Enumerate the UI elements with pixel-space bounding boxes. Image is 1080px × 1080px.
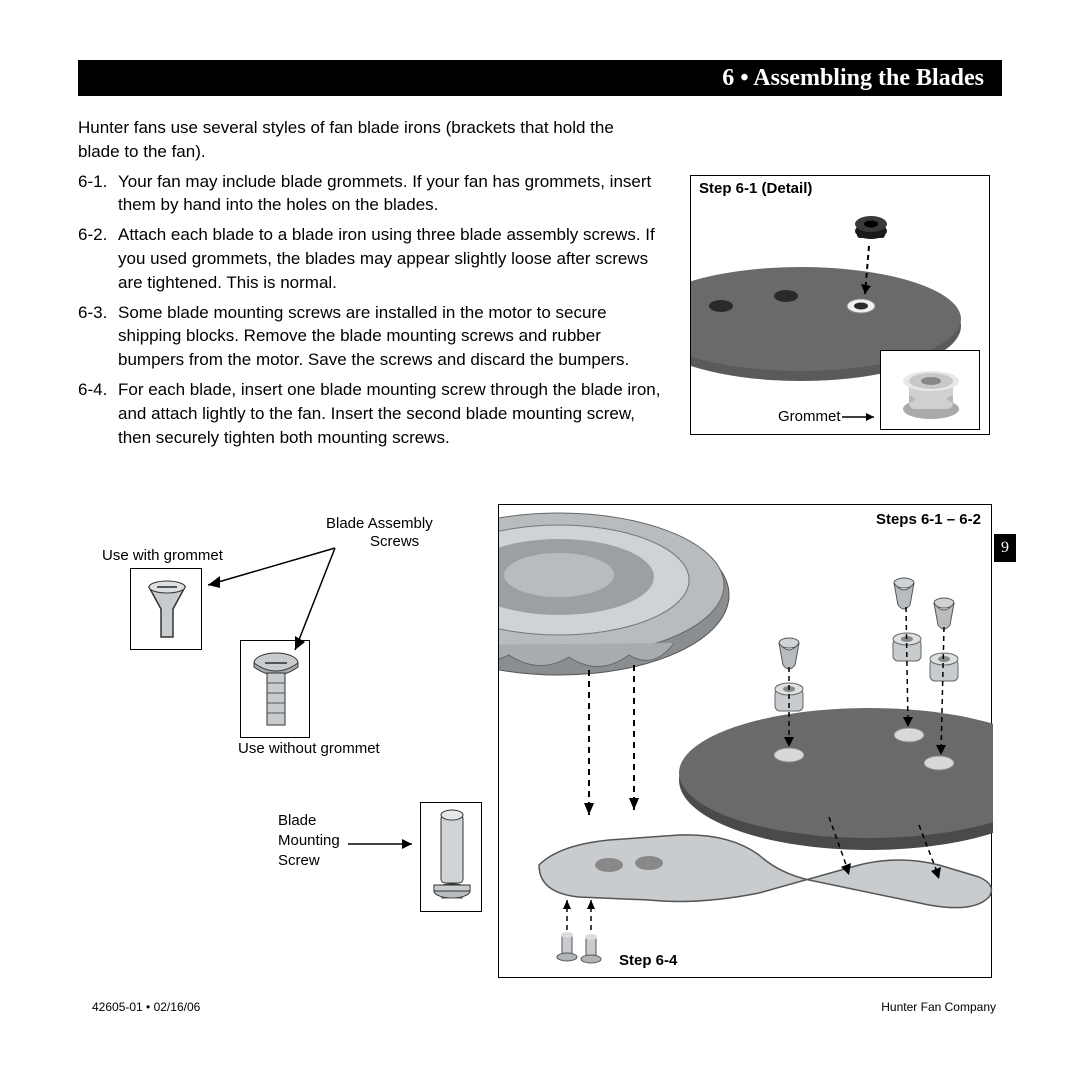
mounting-screw-arrow bbox=[348, 836, 424, 986]
mounting-screw-box bbox=[420, 802, 482, 912]
footer-right: Hunter Fan Company bbox=[881, 1000, 996, 1014]
blade-mounting-label-1: Blade bbox=[278, 812, 316, 829]
step-num: 6-3. bbox=[78, 301, 118, 372]
step-6-4: 6-4. For each blade, insert one blade mo… bbox=[78, 378, 668, 449]
grommet-callout-box bbox=[880, 350, 980, 430]
main-diagram-box: Steps 6-1 – 6-2 Step 6-4 bbox=[498, 504, 992, 978]
main-diagram-illustration bbox=[499, 505, 993, 979]
step-num: 6-1. bbox=[78, 170, 118, 218]
grommet-icon bbox=[881, 351, 981, 431]
step-6-3: 6-3. Some blade mounting screws are inst… bbox=[78, 301, 668, 372]
step-text: Attach each blade to a blade iron using … bbox=[118, 223, 668, 294]
step-text: Some blade mounting screws are installed… bbox=[118, 301, 668, 372]
step-text: Your fan may include blade grommets. If … bbox=[118, 170, 668, 218]
intro-text: Hunter fans use several styles of fan bl… bbox=[78, 116, 658, 164]
screw-label-arrows bbox=[190, 530, 420, 700]
blade-mounting-label-2: Mounting bbox=[278, 832, 340, 849]
step-6-2: 6-2. Attach each blade to a blade iron u… bbox=[78, 223, 668, 294]
mounting-screw-icon bbox=[421, 803, 483, 913]
step-num: 6-4. bbox=[78, 378, 118, 449]
footer-left: 42605-01 • 02/16/06 bbox=[92, 1000, 200, 1014]
page-number-tab: 9 bbox=[994, 534, 1016, 562]
blade-mounting-label-3: Screw bbox=[278, 852, 320, 869]
section-title: 6 • Assembling the Blades bbox=[722, 65, 984, 92]
step-6-1: 6-1. Your fan may include blade grommets… bbox=[78, 170, 668, 218]
use-without-grommet-label: Use without grommet bbox=[238, 740, 380, 757]
step-num: 6-2. bbox=[78, 223, 118, 294]
grommet-arrow-icon bbox=[842, 410, 884, 424]
grommet-label: Grommet bbox=[778, 408, 841, 425]
page-number: 9 bbox=[1001, 539, 1009, 557]
step-text: For each blade, insert one blade mountin… bbox=[118, 378, 668, 449]
section-header: 6 • Assembling the Blades bbox=[78, 60, 1002, 96]
